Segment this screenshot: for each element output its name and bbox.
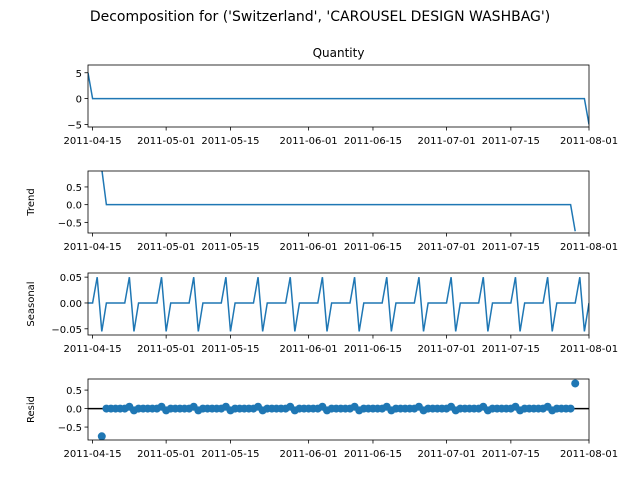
- observed-xtick-label: 2011-05-01: [137, 136, 195, 147]
- trend-ytick-label: 0.0: [66, 201, 82, 212]
- trend-xtick-label: 2011-05-01: [137, 242, 195, 253]
- seasonal-xtick-label: 2011-07-15: [482, 344, 540, 355]
- figure-suptitle: Decomposition for ('Switzerland', 'CAROU…: [90, 9, 550, 25]
- seasonal-ylabel: Seasonal: [26, 281, 37, 326]
- trend-xtick-label: 2011-05-15: [201, 242, 259, 253]
- resid-ytick-label: 0.5: [66, 386, 82, 397]
- seasonal-series-line: [88, 276, 589, 332]
- seasonal-xtick-label: 2011-07-01: [417, 344, 475, 355]
- observed-ytick-label: 0: [76, 95, 82, 106]
- resid-xtick-label: 2011-08-01: [560, 449, 618, 460]
- trend-panel: 0.5 0.0 −0.5 2011-04-15 2011-05-01 2011-05-15…: [26, 170, 618, 253]
- resid-axes-frame: [87, 378, 590, 441]
- resid-point: [571, 379, 580, 388]
- trend-xtick-label: 2011-06-01: [280, 242, 338, 253]
- observed-ytick-label: 5: [76, 69, 82, 80]
- trend-ylabel: Trend: [26, 188, 37, 216]
- seasonal-xtick-label: 2011-08-01: [560, 344, 618, 355]
- observed-xtick-label: 2011-04-15: [64, 136, 122, 147]
- observed-xtick-label: 2011-07-15: [482, 136, 540, 147]
- observed-axes-frame: [87, 64, 590, 128]
- seasonal-xtick-label: 2011-05-01: [137, 344, 195, 355]
- seasonal-axes-frame: [87, 272, 590, 336]
- resid-panel: 0.5 0.0 −0.5 2011-04-15 2011-05-01 2011-05-15…: [26, 378, 618, 460]
- seasonal-ytick-label: 0.05: [60, 273, 82, 284]
- resid-ytick-label: −0.5: [58, 423, 82, 434]
- seasonal-panel: 0.05 0.00 −0.05 2011-04-15 2011-05-01 2011-05…: [26, 272, 618, 355]
- trend-ytick-label: −0.5: [58, 218, 82, 229]
- trend-series-line: [101, 171, 576, 232]
- trend-xtick-label: 2011-07-15: [482, 242, 540, 253]
- observed-ytick-label: −5: [67, 120, 82, 131]
- trend-xtick-label: 2011-06-15: [344, 242, 402, 253]
- trend-xtick-label: 2011-08-01: [560, 242, 618, 253]
- trend-data: [101, 171, 576, 232]
- observed-xtick-label: 2011-05-15: [201, 136, 259, 147]
- observed-panel-title: Quantity: [313, 46, 365, 60]
- observed-series-line: [88, 72, 589, 125]
- resid-xtick-label: 2011-06-01: [280, 449, 338, 460]
- resid-ylabel: Resid: [26, 396, 37, 423]
- observed-xtick-label: 2011-06-15: [344, 136, 402, 147]
- seasonal-xtick-label: 2011-04-15: [64, 344, 122, 355]
- observed-panel: 5 0 −5 2011-04-15 2011-05-01 2011-05-15 2011-0…: [64, 46, 619, 147]
- resid-xtick-label: 2011-04-15: [64, 449, 122, 460]
- seasonal-ytick-label: 0.00: [60, 299, 82, 310]
- resid-ytick-label: 0.0: [66, 405, 82, 416]
- observed-xtick-label: 2011-06-01: [280, 136, 338, 147]
- resid-xtick-label: 2011-07-01: [417, 449, 475, 460]
- trend-xtick-label: 2011-07-01: [417, 242, 475, 253]
- seasonal-data: [88, 276, 589, 332]
- panels-container: 5 0 −5 2011-04-15 2011-05-01 2011-05-15 2011-0…: [26, 46, 618, 460]
- observed-xtick-label: 2011-07-01: [417, 136, 475, 147]
- resid-data: [88, 379, 589, 440]
- seasonal-xtick-label: 2011-05-15: [201, 344, 259, 355]
- resid-xtick-label: 2011-06-15: [344, 449, 402, 460]
- resid-xtick-label: 2011-05-15: [201, 449, 259, 460]
- seasonal-ytick-label: −0.05: [51, 325, 82, 336]
- resid-point: [566, 404, 575, 413]
- resid-point: [97, 432, 106, 440]
- trend-axes-frame: [87, 170, 590, 234]
- trend-ytick-label: 0.5: [66, 183, 82, 194]
- trend-xtick-label: 2011-04-15: [64, 242, 122, 253]
- resid-xtick-label: 2011-07-15: [482, 449, 540, 460]
- observed-data: [88, 72, 589, 125]
- seasonal-xtick-label: 2011-06-01: [280, 344, 338, 355]
- resid-xtick-label: 2011-05-01: [137, 449, 195, 460]
- seasonal-xtick-label: 2011-06-15: [344, 344, 402, 355]
- observed-xtick-label: 2011-08-01: [560, 136, 618, 147]
